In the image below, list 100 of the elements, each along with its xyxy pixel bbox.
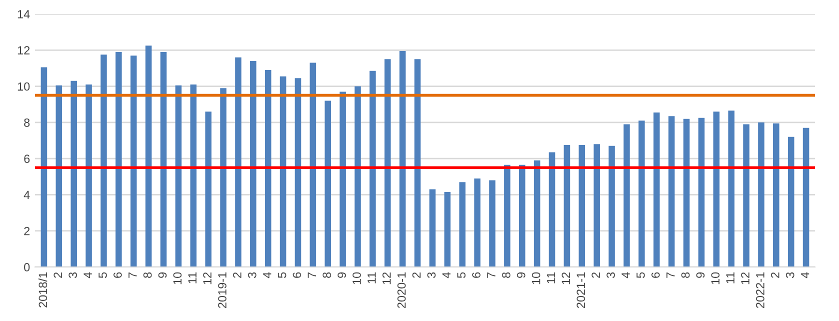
x-tick-label: 7: [666, 272, 675, 278]
y-tick-label: 12: [18, 46, 30, 54]
x-tick-label: 10: [711, 272, 720, 284]
bar: [130, 56, 137, 267]
bar: [100, 54, 107, 267]
x-tick-label: 12: [562, 272, 570, 284]
bar: [518, 164, 526, 267]
y-tick-label: 0: [24, 263, 30, 272]
bar: [324, 100, 332, 267]
x-tick-label: 9: [338, 272, 346, 278]
bar: [264, 70, 272, 267]
bar: [235, 57, 242, 267]
bar: [56, 85, 62, 267]
bar: [773, 123, 780, 267]
x-tick-label: 5: [457, 272, 466, 278]
x-tick-label: 11: [188, 272, 196, 284]
bar: [788, 136, 794, 267]
x-tick-label: 2: [54, 272, 62, 278]
x-tick-label: 10: [352, 272, 361, 284]
x-tick-label: 3: [606, 272, 615, 278]
x-tick-label: 2018/1: [38, 272, 48, 308]
x-tick-label: 2: [770, 272, 780, 278]
x-tick-label: 12: [741, 272, 750, 284]
x-tick-label: 11: [546, 272, 556, 284]
x-tick-label: 5: [636, 272, 645, 278]
x-tick-label: 10: [532, 272, 540, 284]
bar: [504, 164, 510, 267]
bar: [384, 59, 391, 267]
x-tick-label: 4: [622, 272, 630, 278]
x-tick-label: 4: [800, 272, 810, 278]
bar: [728, 110, 734, 267]
bar: [429, 189, 436, 267]
x-tick-label: 9: [158, 272, 167, 278]
bar: [116, 52, 122, 267]
bar: [594, 144, 600, 267]
bar: [250, 60, 256, 267]
y-tick-label: 2: [24, 226, 30, 236]
bar: [459, 182, 466, 267]
bar: [354, 86, 361, 267]
x-tick-label: 11: [368, 272, 376, 284]
bar: [683, 118, 690, 267]
x-tick-label: 4: [84, 272, 92, 278]
x-tick-label: 4: [263, 272, 272, 278]
x-tick-label: 8: [322, 272, 332, 278]
bar: [474, 178, 480, 267]
x-tick-label: 3: [248, 272, 256, 278]
bar: [294, 78, 302, 267]
bar: [205, 112, 212, 267]
bar: [713, 112, 720, 267]
x-tick-label: 8: [681, 272, 690, 278]
bar: [340, 92, 346, 267]
bar: [548, 152, 556, 267]
bar: [86, 84, 92, 267]
bar: [578, 145, 586, 267]
x-tick-label: 8: [502, 272, 510, 278]
y-tick-label: 8: [24, 118, 30, 127]
x-tick-label: 3: [786, 272, 794, 278]
x-tick-label: 2020-1: [397, 272, 406, 308]
x-tick-label: 12: [382, 272, 391, 284]
x-tick-label: 2021-1: [576, 272, 586, 308]
x-tick-label: 6: [292, 272, 302, 278]
x-tick-label: 2019-1: [218, 272, 226, 308]
x-tick-label: 12: [203, 272, 212, 284]
bar: [743, 124, 750, 267]
x-tick-label: 5: [98, 272, 107, 278]
bar: [70, 80, 77, 267]
x-tick-label: 7: [308, 272, 316, 278]
x-tick-label: 6: [651, 272, 660, 278]
bar: [399, 51, 406, 267]
bar: [175, 85, 182, 267]
bar: [160, 52, 167, 267]
bar: [280, 76, 286, 267]
x-tick-label: 4: [442, 272, 450, 278]
bar: [190, 84, 197, 267]
bar: [370, 70, 376, 267]
bar: [758, 122, 764, 267]
bar: [698, 118, 705, 267]
x-tick-label: 6: [113, 272, 122, 278]
bar: [653, 112, 660, 267]
x-tick-label: 2022-1: [756, 272, 764, 308]
x-tick-label: 2: [412, 272, 421, 278]
x-tick-label: 5: [278, 272, 286, 278]
x-tick-label: 7: [128, 272, 137, 278]
x-tick-label: 11: [726, 272, 734, 284]
x-tick-label: 2: [592, 272, 600, 278]
bar: [564, 145, 570, 267]
bar: [414, 59, 421, 267]
bar: [220, 88, 226, 267]
x-tick-label: 6: [472, 272, 480, 278]
bar: [444, 192, 451, 267]
bar: [534, 160, 540, 267]
bar: [40, 67, 48, 267]
bar: [608, 146, 615, 267]
x-tick-label: 3: [68, 272, 78, 278]
y-tick-label: 10: [18, 82, 30, 91]
bar: [802, 128, 810, 267]
bar: [624, 124, 630, 267]
bar: [638, 120, 645, 267]
bar: [489, 180, 496, 267]
bar: [668, 116, 675, 267]
